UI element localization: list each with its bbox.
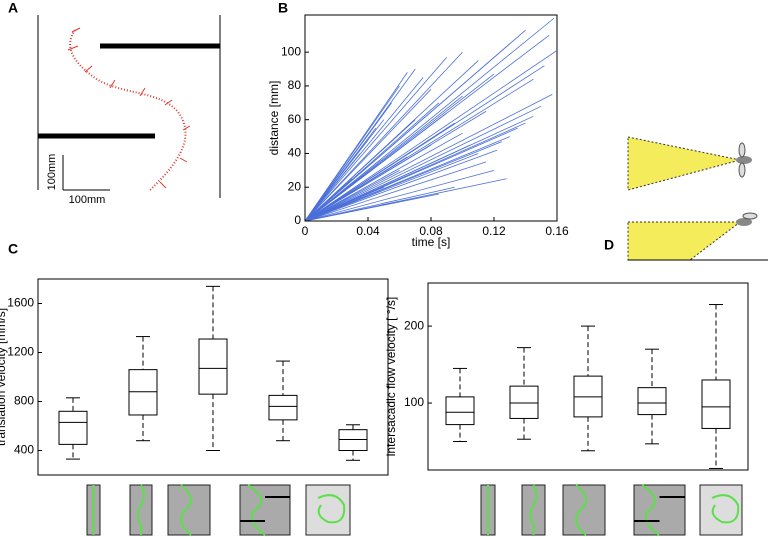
panel-label: B	[278, 0, 288, 16]
y-tick-label: 80	[288, 78, 302, 92]
box	[509, 385, 539, 419]
icon-trajectory	[180, 484, 192, 536]
data-line	[304, 94, 553, 222]
data-line	[304, 193, 439, 222]
box	[701, 379, 731, 429]
data-line	[304, 178, 353, 222]
data-line	[304, 161, 487, 222]
icon-trajectory	[247, 484, 266, 536]
y-axis-label: translation velocity [mm/s]	[0, 308, 8, 446]
data-line	[304, 132, 463, 222]
box	[338, 429, 368, 451]
y-tick-label: 1600	[7, 296, 34, 310]
scale-label: 100mm	[46, 154, 58, 191]
box	[268, 394, 298, 421]
icon-trajectory	[575, 484, 587, 536]
icon-trajectory	[641, 484, 660, 536]
y-tick-label: 100	[281, 44, 301, 58]
arena-drawing	[37, 15, 221, 198]
icon-bg	[305, 484, 351, 536]
y-tick-label: 800	[14, 394, 34, 408]
y-axis-label: intersacadic flow velocity [ °/s]	[384, 297, 398, 457]
panel-label: A	[8, 0, 18, 16]
plot-frame	[37, 278, 389, 476]
y-tick-label: 0	[294, 213, 301, 227]
x-tick-label: 0.12	[482, 224, 506, 238]
box	[58, 410, 88, 445]
plot-frame	[427, 282, 749, 471]
data-line	[304, 169, 400, 222]
panel-label: C	[8, 241, 18, 257]
y-tick-label: 20	[288, 179, 302, 193]
y-tick-label: 60	[288, 112, 302, 126]
data-line	[304, 169, 495, 222]
data-line	[304, 186, 455, 222]
data-line	[304, 29, 526, 222]
data-line	[304, 18, 555, 222]
icon-trajectory	[137, 484, 145, 535]
data-line	[304, 95, 463, 222]
data-line	[304, 139, 369, 222]
icon-bg	[239, 484, 291, 536]
y-tick-label: 1200	[7, 345, 34, 359]
data-line	[304, 51, 463, 222]
x-tick-label: 0.16	[545, 224, 569, 238]
data-line	[304, 141, 503, 222]
scale-label: 100mm	[69, 194, 106, 206]
icon-trajectory	[317, 494, 346, 524]
fly-view-drawing	[627, 136, 768, 261]
y-tick-label: 400	[14, 443, 34, 457]
data-line	[304, 144, 432, 222]
condition-icons	[86, 484, 743, 536]
x-tick-label: 0.04	[356, 224, 380, 238]
y-tick-label: 100	[404, 395, 424, 409]
icon-trajectory	[711, 494, 740, 524]
x-tick-label: 0.08	[419, 224, 443, 238]
icon-bg	[633, 484, 686, 536]
data-line	[304, 153, 361, 222]
data-line	[304, 122, 455, 222]
data-line	[304, 102, 392, 222]
data-line	[304, 105, 542, 222]
data-line	[304, 85, 400, 222]
y-axis-label: distance [mm]	[267, 81, 281, 156]
box	[637, 387, 667, 416]
data-line	[304, 153, 479, 222]
y-tick-label: 40	[288, 146, 302, 160]
x-axis-label: time [s]	[412, 235, 451, 249]
data-line	[304, 50, 558, 222]
icon-bg	[699, 484, 743, 536]
data-line	[304, 149, 498, 222]
box	[445, 396, 475, 426]
data-line	[304, 156, 408, 222]
panel-label: D	[604, 237, 614, 253]
box	[128, 369, 158, 416]
data-line	[304, 144, 471, 222]
box	[198, 338, 228, 395]
y-tick-label: 200	[404, 318, 424, 332]
x-tick-label: 0	[302, 224, 309, 238]
data-line	[304, 186, 384, 222]
icon-trajectory	[529, 484, 538, 535]
data-line	[304, 56, 448, 222]
